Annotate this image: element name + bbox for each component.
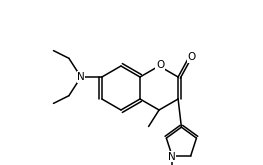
Text: O: O (188, 52, 196, 62)
Text: N: N (168, 152, 176, 162)
Text: N: N (77, 72, 85, 82)
Text: O: O (156, 60, 164, 70)
